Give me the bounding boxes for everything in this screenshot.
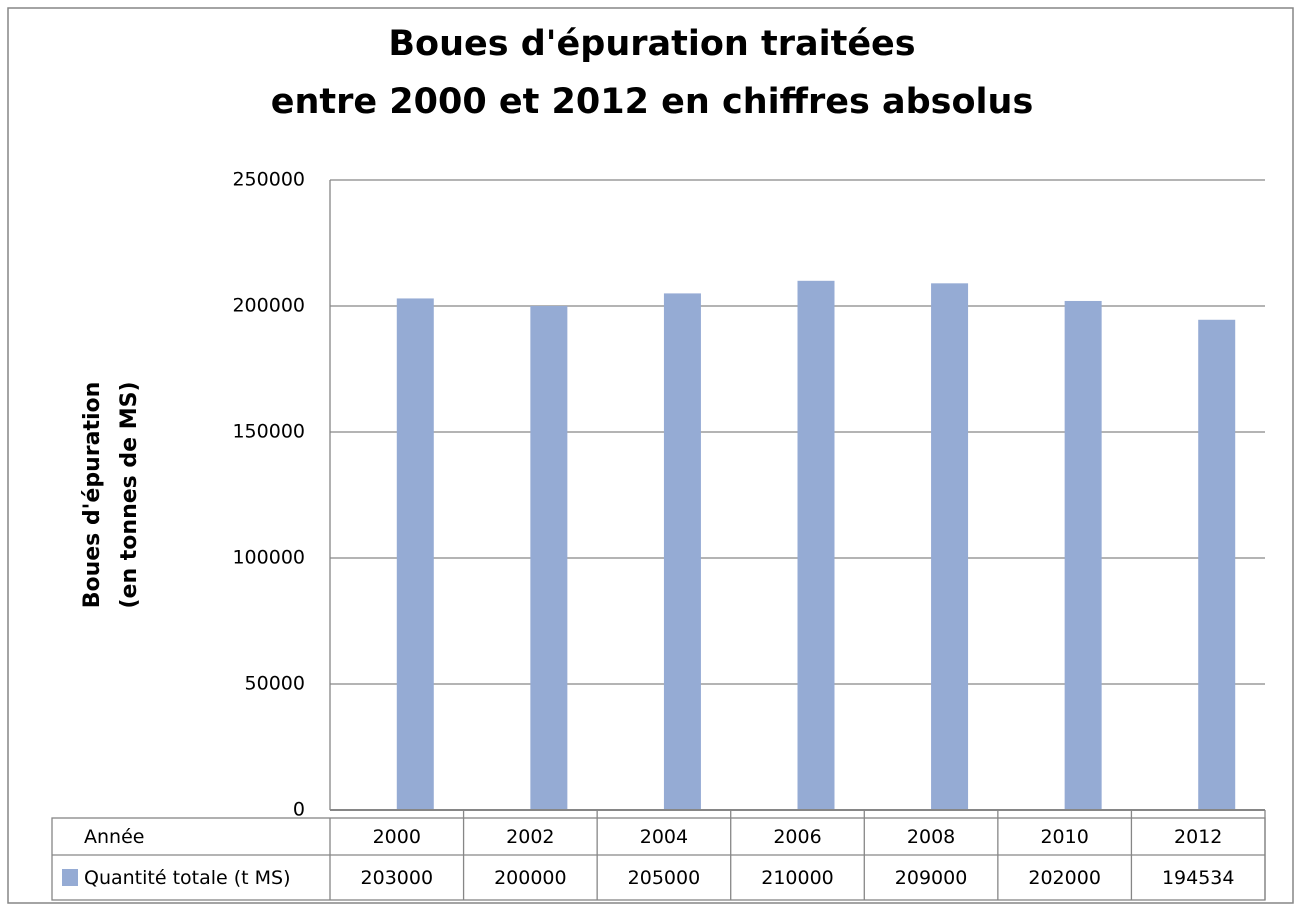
table-value: 200000 (494, 867, 567, 889)
y-tick-label: 250000 (232, 169, 305, 191)
y-tick-label: 50000 (245, 673, 305, 695)
table-value: 194534 (1162, 867, 1235, 889)
chart-title: entre 2000 et 2012 en chiffres absolus (271, 82, 1034, 122)
legend-swatch (62, 869, 78, 886)
bar (396, 298, 434, 810)
chart-title: Boues d'épuration traitées (388, 24, 915, 64)
x-tick-label: 2000 (373, 826, 421, 848)
x-tick-label: 2002 (506, 826, 554, 848)
table-value: 205000 (628, 867, 701, 889)
x-tick-label: 2004 (640, 826, 688, 848)
table-header: Année (84, 826, 144, 848)
table-value: 203000 (361, 867, 434, 889)
bar (931, 283, 969, 810)
x-tick-label: 2008 (907, 826, 955, 848)
bar (1064, 300, 1102, 810)
table-value: 209000 (895, 867, 968, 889)
y-axis-label-line: Boues d'épuration (80, 382, 105, 609)
y-tick-label: 100000 (232, 547, 305, 569)
bar (663, 293, 701, 810)
table-value: 202000 (1028, 867, 1101, 889)
legend-label: Quantité totale (t MS) (84, 867, 291, 889)
y-axis-label: Boues d'épuration (en tonnes de MS) (80, 381, 142, 608)
y-tick-label: 0 (293, 799, 305, 821)
y-axis-label-line: (en tonnes de MS) (117, 381, 142, 608)
x-tick-label: 2006 (773, 826, 821, 848)
x-tick-label: 2012 (1174, 826, 1222, 848)
bar (530, 306, 568, 810)
bar (1198, 319, 1236, 810)
table-value: 210000 (761, 867, 834, 889)
bar (797, 280, 835, 810)
x-tick-label: 2010 (1040, 826, 1088, 848)
y-tick-label: 150000 (232, 421, 305, 443)
y-tick-label: 200000 (232, 295, 305, 317)
